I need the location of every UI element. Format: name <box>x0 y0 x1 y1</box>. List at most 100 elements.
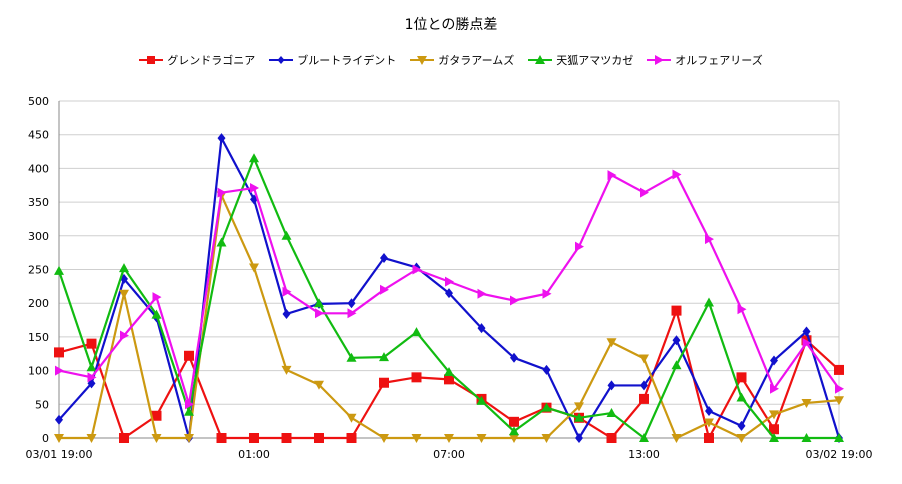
legend-marker-icon <box>528 55 553 64</box>
data-point-s5 <box>737 304 747 315</box>
series-line-2 <box>58 136 841 440</box>
data-point-s5 <box>835 383 844 394</box>
data-point-s5 <box>120 330 129 341</box>
data-point-s5 <box>672 169 682 180</box>
data-point-s5 <box>705 234 714 245</box>
data-point-s1 <box>834 364 844 375</box>
data-point-s2 <box>575 433 583 443</box>
chart-title: 1位との勝点差 <box>404 17 498 33</box>
data-point-s4 <box>86 362 97 372</box>
data-point-s5 <box>152 292 162 303</box>
data-point-s2 <box>542 364 551 375</box>
data-point-s2 <box>770 355 778 366</box>
legend-label: ブルートライデント <box>297 54 397 67</box>
data-point-s4 <box>54 265 64 275</box>
data-point-s1 <box>281 433 292 443</box>
data-point-s2 <box>737 420 746 431</box>
x-tick-label: 13:00 <box>628 448 660 461</box>
y-tick-label: 400 <box>28 162 49 175</box>
data-point-s1 <box>216 433 227 443</box>
legend-marker-icon <box>139 56 164 64</box>
data-point-s4 <box>411 327 422 337</box>
data-point-s1 <box>54 347 64 358</box>
data-point-s2 <box>477 323 486 334</box>
data-point-s4 <box>151 309 162 319</box>
data-point-s3 <box>834 396 844 406</box>
data-point-s5 <box>770 383 779 394</box>
data-point-s2 <box>380 253 388 264</box>
data-point-s5 <box>640 187 649 198</box>
legend-label: オルフェアリーズ <box>675 54 763 67</box>
data-point-s5 <box>802 337 812 348</box>
data-point-s4 <box>346 352 357 362</box>
data-point-s5 <box>380 284 389 295</box>
y-tick-label: 200 <box>28 297 49 310</box>
data-point-s2 <box>510 352 518 363</box>
data-point-s4 <box>834 433 844 442</box>
data-point-s5 <box>542 288 552 299</box>
data-point-s1 <box>509 416 519 427</box>
data-point-s1 <box>769 424 779 435</box>
data-point-s3 <box>346 413 357 423</box>
data-point-s5 <box>315 308 324 319</box>
data-point-s5 <box>250 182 259 193</box>
data-point-s2 <box>705 406 713 417</box>
legend-item-1: グレンドラゴニア <box>139 52 255 68</box>
y-tick-label: 300 <box>28 230 49 243</box>
data-point-s4 <box>444 366 454 376</box>
data-point-s1 <box>444 374 454 385</box>
data-point-s4 <box>671 360 682 370</box>
y-tick-label: 500 <box>28 95 49 108</box>
data-point-s4 <box>606 408 617 418</box>
data-point-s3 <box>476 434 487 443</box>
y-tick-label: 150 <box>28 331 49 344</box>
data-point-s2 <box>217 133 226 144</box>
data-point-s4 <box>249 153 259 163</box>
x-tick-label: 07:00 <box>433 448 465 461</box>
data-point-s1 <box>671 305 682 316</box>
data-point-s3 <box>86 434 97 443</box>
data-point-s5 <box>282 286 292 297</box>
data-point-s3 <box>119 289 129 299</box>
data-point-s4 <box>379 352 389 362</box>
data-point-s1 <box>119 433 129 443</box>
data-point-s3 <box>411 434 422 443</box>
data-point-s4 <box>476 395 487 405</box>
data-point-s4 <box>704 297 714 307</box>
data-point-s2 <box>802 326 811 337</box>
data-point-s2 <box>640 380 648 391</box>
legend-item-5: オルフェアリーズ <box>647 52 763 68</box>
data-point-s3 <box>249 263 259 273</box>
data-point-s5 <box>185 399 194 410</box>
y-tick-label: 0 <box>42 432 49 445</box>
data-point-s3 <box>314 380 324 390</box>
data-point-s4 <box>801 433 812 442</box>
data-point-s4 <box>639 433 649 442</box>
data-point-s1 <box>704 433 714 443</box>
data-point-s2 <box>282 308 291 319</box>
data-point-s3 <box>444 434 454 443</box>
data-point-s2 <box>55 414 63 425</box>
data-point-s3 <box>606 338 617 348</box>
data-point-s3 <box>736 434 747 443</box>
data-point-s3 <box>509 434 519 443</box>
data-point-s2 <box>445 288 453 299</box>
y-tick-label: 250 <box>28 264 49 277</box>
data-point-s5 <box>55 365 64 376</box>
data-point-s1 <box>411 372 422 383</box>
data-point-s3 <box>184 434 194 443</box>
legend-label: 天狐アマツカゼ <box>556 54 634 67</box>
data-point-s5 <box>445 276 454 287</box>
data-point-s3 <box>541 434 552 443</box>
data-point-s4 <box>119 263 129 273</box>
data-point-s4 <box>769 433 779 442</box>
legend-marker-icon <box>410 56 435 65</box>
legend-marker-icon <box>647 55 672 65</box>
data-point-s3 <box>639 354 649 364</box>
legend-label: グレンドラゴニア <box>167 54 256 67</box>
y-tick-label: 50 <box>35 398 49 411</box>
data-point-s5 <box>347 308 357 319</box>
data-point-s4 <box>184 406 194 416</box>
data-point-s3 <box>151 434 162 443</box>
